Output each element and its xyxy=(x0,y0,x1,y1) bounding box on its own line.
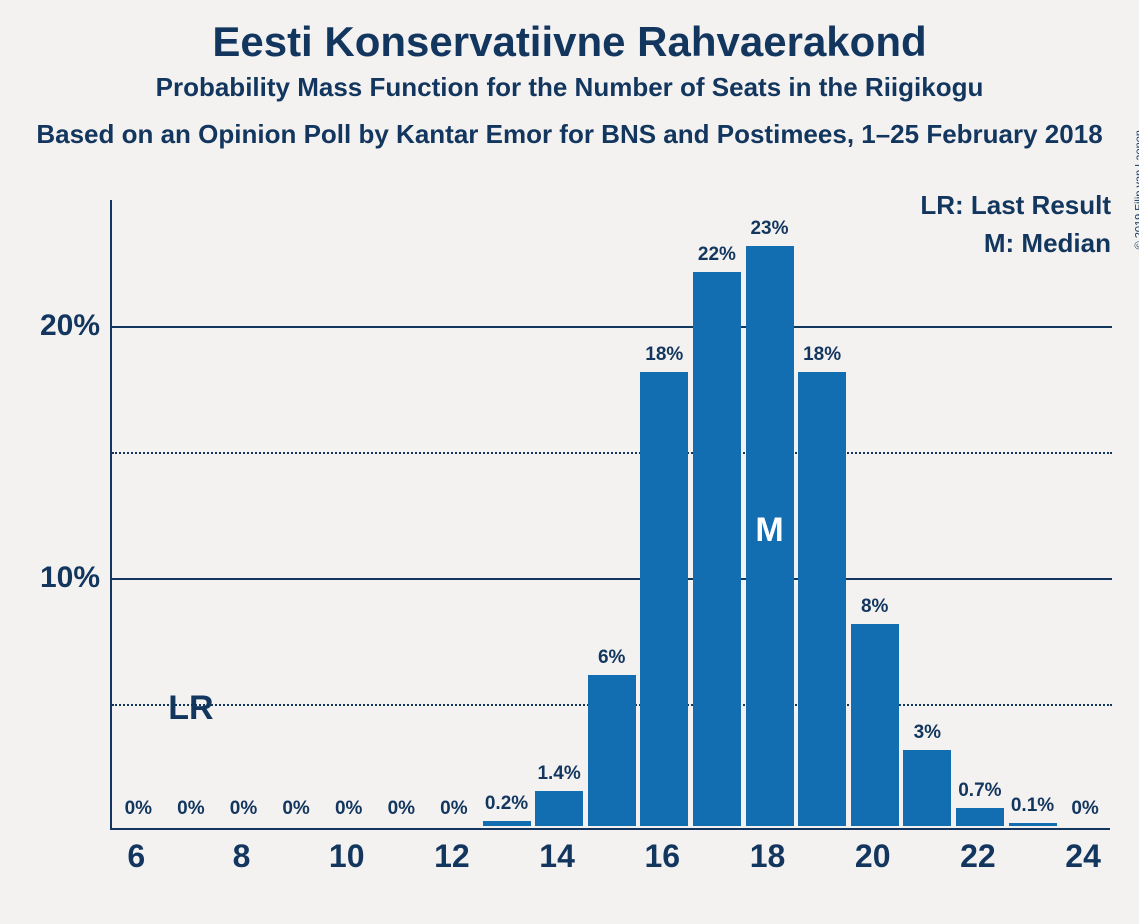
bar-value-label: 0.1% xyxy=(1009,795,1057,817)
bar-value-label: 0% xyxy=(1061,798,1109,820)
bar-value-label: 6% xyxy=(588,647,636,669)
bar-fill xyxy=(588,675,636,826)
chart-subtitle-2: Based on an Opinion Poll by Kantar Emor … xyxy=(0,103,1139,150)
y-axis-label: 10% xyxy=(40,561,100,595)
bar-fill xyxy=(640,372,688,826)
copyright-text: © 2019 Filip van Laenen xyxy=(1133,130,1139,249)
x-axis-label: 8 xyxy=(233,838,251,875)
bar: 0.7% xyxy=(956,808,1004,826)
bar-fill xyxy=(1009,823,1057,826)
x-axis-label: 16 xyxy=(645,838,681,875)
bar: 0% xyxy=(220,826,268,827)
chart-subtitle: Probability Mass Function for the Number… xyxy=(0,66,1139,103)
bar: 8% xyxy=(851,624,899,826)
x-axis-label: 22 xyxy=(960,838,996,875)
bar-value-label: 0% xyxy=(114,798,162,820)
bar-fill xyxy=(903,750,951,826)
y-axis-label: 20% xyxy=(40,309,100,343)
bar-value-label: 0% xyxy=(272,798,320,820)
gridline xyxy=(112,578,1112,580)
bar: 0% xyxy=(167,826,215,827)
bar-value-label: 18% xyxy=(640,344,688,366)
bar: 0.1% xyxy=(1009,823,1057,826)
bar: 22% xyxy=(693,272,741,826)
bar-fill xyxy=(535,791,583,826)
x-axis-label: 12 xyxy=(434,838,470,875)
bar-fill xyxy=(483,821,531,826)
bar-value-label: 22% xyxy=(693,244,741,266)
bar-value-label: 0% xyxy=(220,798,268,820)
bar: 18% xyxy=(640,372,688,826)
bar-value-label: 1.4% xyxy=(535,763,583,785)
x-axis-label: 20 xyxy=(855,838,891,875)
bar-value-label: 0% xyxy=(325,798,373,820)
lr-marker: LR xyxy=(168,689,213,728)
pmf-bar-chart: 0%0%0%0%0%0%0%0.2%1.4%6%18%22%23%18%8%3%… xyxy=(110,200,1110,830)
bar-fill xyxy=(956,808,1004,826)
x-axis-label: 6 xyxy=(127,838,145,875)
median-marker: M xyxy=(755,511,783,550)
bar: 6% xyxy=(588,675,636,826)
plot-area: 0%0%0%0%0%0%0%0.2%1.4%6%18%22%23%18%8%3%… xyxy=(110,200,1110,830)
chart-title: Eesti Konservatiivne Rahvaerakond xyxy=(0,0,1139,66)
bar-value-label: 18% xyxy=(798,344,846,366)
bar-fill xyxy=(798,372,846,826)
x-axis-label: 18 xyxy=(750,838,786,875)
bar: 0% xyxy=(114,826,162,827)
bar: 1.4% xyxy=(535,791,583,826)
bar-value-label: 0% xyxy=(377,798,425,820)
bar-value-label: 0.7% xyxy=(956,780,1004,802)
bar-value-label: 23% xyxy=(746,218,794,240)
gridline xyxy=(112,326,1112,328)
bar: 3% xyxy=(903,750,951,826)
bar-fill xyxy=(851,624,899,826)
bar: 0% xyxy=(377,826,425,827)
gridline xyxy=(112,452,1112,454)
x-axis-label: 24 xyxy=(1065,838,1101,875)
bar: 0% xyxy=(1061,826,1109,827)
bar: 0% xyxy=(272,826,320,827)
bar-value-label: 8% xyxy=(851,596,899,618)
bar: 0.2% xyxy=(483,821,531,826)
bar: 18% xyxy=(798,372,846,826)
bar: 0% xyxy=(430,826,478,827)
bar: 0% xyxy=(325,826,373,827)
x-axis-label: 14 xyxy=(539,838,575,875)
bar-value-label: 3% xyxy=(903,722,951,744)
bar-value-label: 0% xyxy=(430,798,478,820)
bar-value-label: 0.2% xyxy=(483,793,531,815)
x-axis-label: 10 xyxy=(329,838,365,875)
bar-fill xyxy=(693,272,741,826)
bar-value-label: 0% xyxy=(167,798,215,820)
